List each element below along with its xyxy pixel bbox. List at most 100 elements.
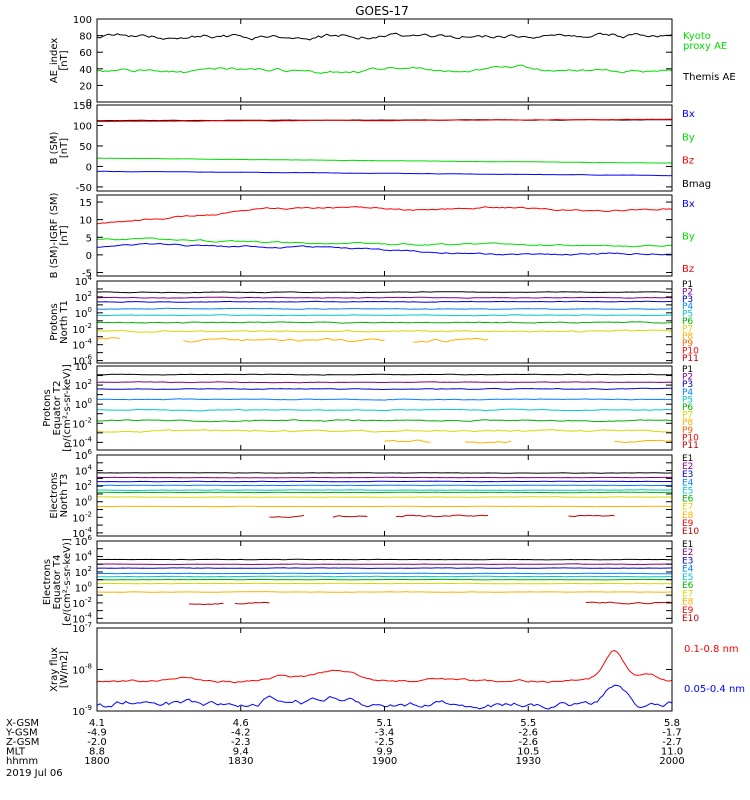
legend-entry: P11 xyxy=(682,354,699,364)
extra-row-value: -2.5 xyxy=(375,737,395,748)
extra-row-value: 1930 xyxy=(516,756,541,767)
extra-row-value: 5.5 xyxy=(520,718,536,729)
y-tick-label: 5 xyxy=(86,233,92,244)
y-axis-label: [nT] xyxy=(59,225,70,245)
legend-entry: By xyxy=(682,232,695,243)
legend-entry: E7 xyxy=(682,503,693,513)
series-line xyxy=(96,329,673,333)
y-axis-label: B (SM) xyxy=(49,131,60,164)
series-line xyxy=(97,300,673,303)
y-axis-label: Xray flux xyxy=(49,647,60,692)
legend-entry: P4 xyxy=(682,302,693,312)
extra-row-label: X-GSM xyxy=(6,718,39,729)
legend-entry: P8 xyxy=(682,418,693,428)
legend-entry: E10 xyxy=(682,614,699,624)
series-line xyxy=(97,242,673,256)
series-line xyxy=(97,484,672,487)
series-line xyxy=(96,591,672,593)
x-axis: X-GSM 4.1 4.6 5.1 5.5 5.8Y-GSM -4.9 -4.2 -3.4 -2.… xyxy=(5,19,685,767)
extra-row-label: hhmm xyxy=(6,756,38,767)
y-axis-label: [nT] xyxy=(59,138,70,158)
series-line xyxy=(96,429,673,433)
y-tick-label: 80 xyxy=(79,32,92,43)
y-tick-label: 60 xyxy=(79,48,92,59)
y-tick-label: 102 xyxy=(75,290,92,304)
legend-entry: P2 xyxy=(682,287,693,297)
y-tick-label: 10-2 xyxy=(72,510,92,524)
legend-entry: Kyoto xyxy=(683,31,711,42)
series-line xyxy=(97,381,673,384)
y-tick-label: 0 xyxy=(86,98,92,109)
series-line xyxy=(96,491,673,494)
panel-pe: 10-4 10-2 100 102 104 Protons Equator T2 [p/(cm… xyxy=(42,359,699,452)
y-tick-label: 104 xyxy=(75,274,93,288)
legend-entry: E2 xyxy=(682,548,693,558)
legend-entry: Themis AE xyxy=(682,72,736,83)
series-line xyxy=(96,314,673,317)
series-line xyxy=(96,472,672,474)
series-line xyxy=(96,291,673,294)
extra-row-value: 2000 xyxy=(659,756,684,767)
series-line xyxy=(96,296,673,299)
legend-entry: E7 xyxy=(682,589,693,599)
legend-entry: P5 xyxy=(682,310,693,320)
legend-entry: Bz xyxy=(682,156,694,167)
series-line xyxy=(96,307,673,310)
y-tick-label: 100 xyxy=(75,306,92,320)
legend-entry: P10 xyxy=(682,433,699,443)
legend-entry: E1 xyxy=(682,454,693,464)
legend-entry: E2 xyxy=(682,462,693,472)
series-line xyxy=(464,440,512,444)
y-tick-label: 102 xyxy=(75,565,92,579)
y-tick-label: -5 xyxy=(82,268,92,279)
legend-entry: P10 xyxy=(682,347,699,357)
legend-entry: P11 xyxy=(682,441,699,451)
series-line xyxy=(96,64,673,75)
extra-row-value: -2.7 xyxy=(662,737,682,748)
series-line xyxy=(96,118,673,123)
y-tick-label: 104 xyxy=(75,549,93,563)
series-line xyxy=(97,582,672,585)
series-line xyxy=(96,496,672,498)
series-line xyxy=(384,439,431,443)
y-axis-label: Protons xyxy=(49,303,60,340)
legend-entry: P1 xyxy=(682,280,693,290)
legend-entry: P9 xyxy=(682,426,693,436)
series-line xyxy=(269,514,305,518)
y-tick-label: 10-9 xyxy=(72,704,92,718)
series-line xyxy=(585,601,673,605)
series-line xyxy=(96,505,672,508)
extra-row-value: 5.8 xyxy=(664,718,680,729)
series-line xyxy=(97,578,673,581)
y-axis-label: North T3 xyxy=(59,474,70,518)
series-line xyxy=(96,476,672,479)
panel-pn: 10-6 10-4 10-2 100 102 104 Protons North T1 P1P2… xyxy=(49,274,699,368)
series-line xyxy=(96,398,673,401)
legend-entry: E8 xyxy=(682,511,694,521)
panel-frame xyxy=(96,627,673,712)
y-tick-label: 100 xyxy=(73,121,92,132)
y-tick-label: 10-2 xyxy=(72,416,92,430)
series-line xyxy=(97,373,673,376)
legend-entry: P6 xyxy=(682,403,693,413)
legend-entry: 0.1-0.8 nm xyxy=(684,644,739,655)
extra-row-value: 1900 xyxy=(372,756,397,767)
y-tick-label: 10-8 xyxy=(72,663,92,677)
series-line xyxy=(96,649,673,684)
y-tick-label: 0 xyxy=(86,162,92,173)
y-tick-label: 15 xyxy=(79,198,92,209)
legend-entry: P8 xyxy=(682,332,693,342)
series-line xyxy=(332,515,368,518)
y-tick-label: 40 xyxy=(79,65,92,76)
y-tick-label: 106 xyxy=(75,448,93,462)
panel-xray: 10-9 10-8 10-7 Xray flux [W/m2] 0.1-0.8 nm 0.0… xyxy=(49,621,745,718)
legend-entry: P7 xyxy=(682,411,693,421)
series-line xyxy=(97,237,673,248)
y-tick-label: 10-4 xyxy=(72,526,92,540)
legend-entry: P7 xyxy=(682,324,693,334)
series-line xyxy=(96,489,673,491)
extra-row-value: 4.6 xyxy=(233,718,249,729)
